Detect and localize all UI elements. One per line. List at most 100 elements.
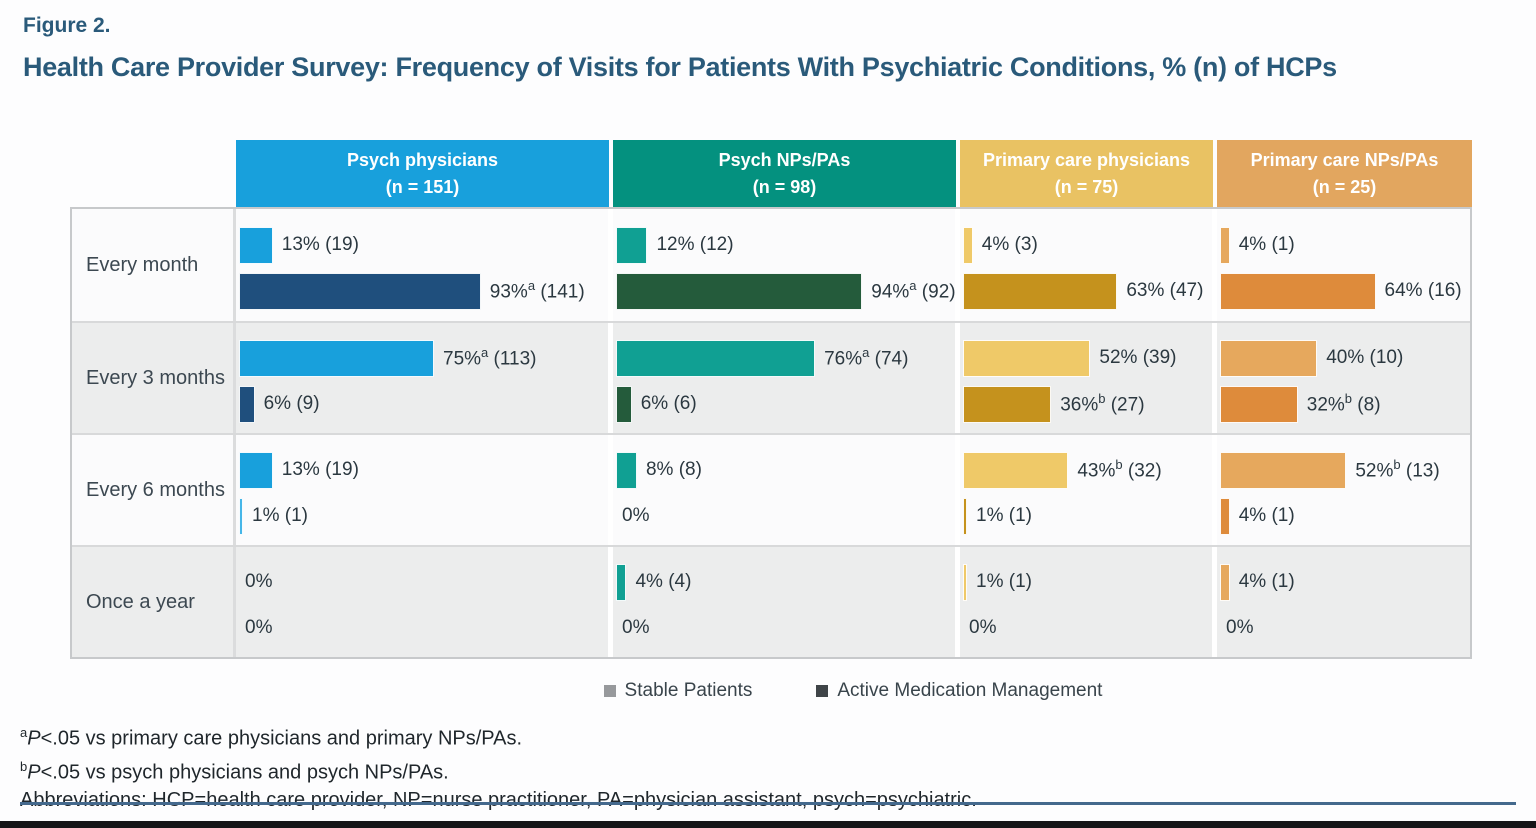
figure-title: Health Care Provider Survey: Frequency o… [23, 52, 1337, 82]
stable-bar-line: 40% (10) [1220, 335, 1470, 381]
active-bar-line: 32%b (8) [1220, 381, 1470, 427]
active-bar [616, 272, 863, 310]
bar-value-label: 94%a (92) [871, 278, 956, 303]
active-medication-swatch-icon [816, 685, 829, 697]
stable-bar [616, 563, 627, 601]
footnote-b: bP<.05 vs psych physicians and psych NPs… [20, 753, 977, 787]
chart-cell: 4% (4) 0% [613, 547, 960, 657]
stable-patients-swatch-icon [603, 685, 616, 697]
bar-value-label: 4% (1) [1238, 505, 1295, 526]
bar-value-label: 1% (1) [976, 505, 1032, 526]
footnote-a-text: <.05 vs primary care physicians and prim… [40, 727, 523, 750]
active-bar-line: 1% (1) [963, 493, 1212, 539]
stable-bar-line: 12% (12) [616, 222, 955, 268]
chart-cell: 8% (8) 0% [613, 435, 960, 545]
row-label: Every month [72, 209, 236, 321]
bar-value-label: 1% (1) [976, 571, 1032, 592]
stable-bar-line: 52% (39) [963, 335, 1212, 381]
bar-value-label: 4% (4) [635, 571, 692, 592]
stable-bar [963, 226, 973, 264]
stable-bar [616, 226, 648, 264]
stable-bar [616, 451, 637, 489]
bar-value-label: 0% [245, 617, 273, 638]
stable-bar [1220, 339, 1318, 377]
legend-item-stable: Stable Patients [603, 680, 752, 702]
figure-label: Figure 2. [23, 14, 111, 37]
chart-cell: 12% (12) 94%a (92) [613, 209, 960, 321]
chart-legend: Stable Patients Active Medication Manage… [170, 680, 1536, 702]
column-headers: Psych physicians (n = 151) Psych NPs/PAs (n… [70, 140, 1472, 207]
table-row-every-3-months: Every 3 months 75%a (113) 6% (9) 76%a (74) 6… [72, 321, 1470, 433]
active-bar-line: 93%a (141) [239, 268, 608, 314]
column-header-title: Primary care NPs/PAs [1250, 150, 1439, 171]
bar-value-label: 43%b (32) [1077, 457, 1162, 482]
bar-value-label: 36%b (27) [1060, 391, 1145, 416]
row-label: Every 6 months [72, 435, 236, 545]
active-bar [1220, 385, 1298, 423]
footnote-a-marker: a [20, 725, 28, 740]
abbreviations-line: Abbreviations: HCP=health care provider,… [20, 789, 977, 812]
bar-value-label: 63% (47) [1126, 280, 1204, 301]
stable-bar [963, 339, 1091, 377]
stable-bar [239, 339, 434, 377]
chart-body: Every month 13% (19) 93%a (141) 12% (12) 94%… [70, 207, 1472, 659]
stable-bar-line: 43%b (32) [963, 447, 1212, 493]
column-header-primary-care-nps-pas: Primary care NPs/PAs (n = 25) [1217, 140, 1472, 207]
chart-cell: 13% (19) 93%a (141) [236, 209, 613, 321]
active-bar-line: 0% [1220, 605, 1470, 651]
column-header-primary-care-physicians: Primary care physicians (n = 75) [960, 140, 1213, 207]
row-label: Once a year [72, 547, 236, 657]
active-bar [239, 497, 243, 535]
stable-bar-line: 4% (4) [616, 559, 955, 605]
footnote-a-p: P [27, 727, 41, 750]
chart-cell: 40% (10) 32%b (8) [1217, 323, 1470, 433]
bar-value-label: 40% (10) [1326, 347, 1404, 368]
bar-value-label: 64% (16) [1384, 280, 1462, 301]
chart-cell: 4% (1) 64% (16) [1217, 209, 1470, 321]
chart-cell: 75%a (113) 6% (9) [236, 323, 613, 433]
legend-item-active: Active Medication Management [816, 680, 1102, 702]
bar-value-label: 32%b (8) [1306, 391, 1381, 416]
stable-bar-line: 8% (8) [616, 447, 955, 493]
bar-value-label: 0% [622, 505, 650, 526]
active-bar-line: 36%b (27) [963, 381, 1212, 427]
stable-bar-line: 13% (19) [239, 447, 608, 493]
row-label: Every 3 months [72, 323, 236, 433]
column-header-n: (n = 98) [752, 176, 817, 197]
stable-bar-line: 76%a (74) [616, 335, 955, 381]
bar-value-label: 0% [622, 617, 650, 638]
active-bar [963, 385, 1052, 423]
bar-value-label: 6% (9) [263, 393, 320, 414]
chart-cell: 1% (1) 0% [960, 547, 1217, 657]
active-bar-line: 0% [239, 605, 608, 651]
stable-bar-line: 1% (1) [963, 559, 1212, 605]
chart-cell: 52%b (13) 4% (1) [1217, 435, 1470, 545]
bar-value-label: 76%a (74) [824, 345, 909, 370]
stable-bar-line: 75%a (113) [239, 335, 608, 381]
active-bar [1220, 272, 1376, 310]
stable-bar [963, 451, 1069, 489]
stable-bar [239, 451, 273, 489]
column-header-title: Psych NPs/PAs [718, 150, 851, 171]
bottom-divider-rule [20, 802, 1516, 805]
chart-cell: 4% (3) 63% (47) [960, 209, 1217, 321]
column-header-psych-nps-pas: Psych NPs/PAs (n = 98) [613, 140, 956, 207]
active-bar [616, 385, 632, 423]
bar-value-label: 13% (19) [281, 234, 359, 255]
active-bar [239, 272, 481, 310]
stable-bar-line: 52%b (13) [1220, 447, 1470, 493]
active-bar-line: 0% [616, 493, 955, 539]
bottom-border-bar [0, 821, 1536, 828]
stable-bar [616, 339, 816, 377]
stable-bar [1220, 451, 1347, 489]
footnote-b-marker: b [20, 758, 28, 774]
column-header-n: (n = 25) [1312, 176, 1377, 197]
footnote-b-p: P [27, 761, 41, 784]
stable-bar [1220, 226, 1230, 264]
table-row-every-6-months: Every 6 months 13% (19) 1% (1) 8% (8) 0% 43%b… [72, 433, 1470, 545]
table-row-once-a-year: Once a year 0% 0% 4% (4) 0% 1% (1) 0% 4% (1) 0% [72, 545, 1470, 657]
column-header-n: (n = 75) [1054, 176, 1119, 197]
column-header-title: Psych physicians [346, 150, 499, 171]
active-bar-line: 94%a (92) [616, 268, 956, 314]
